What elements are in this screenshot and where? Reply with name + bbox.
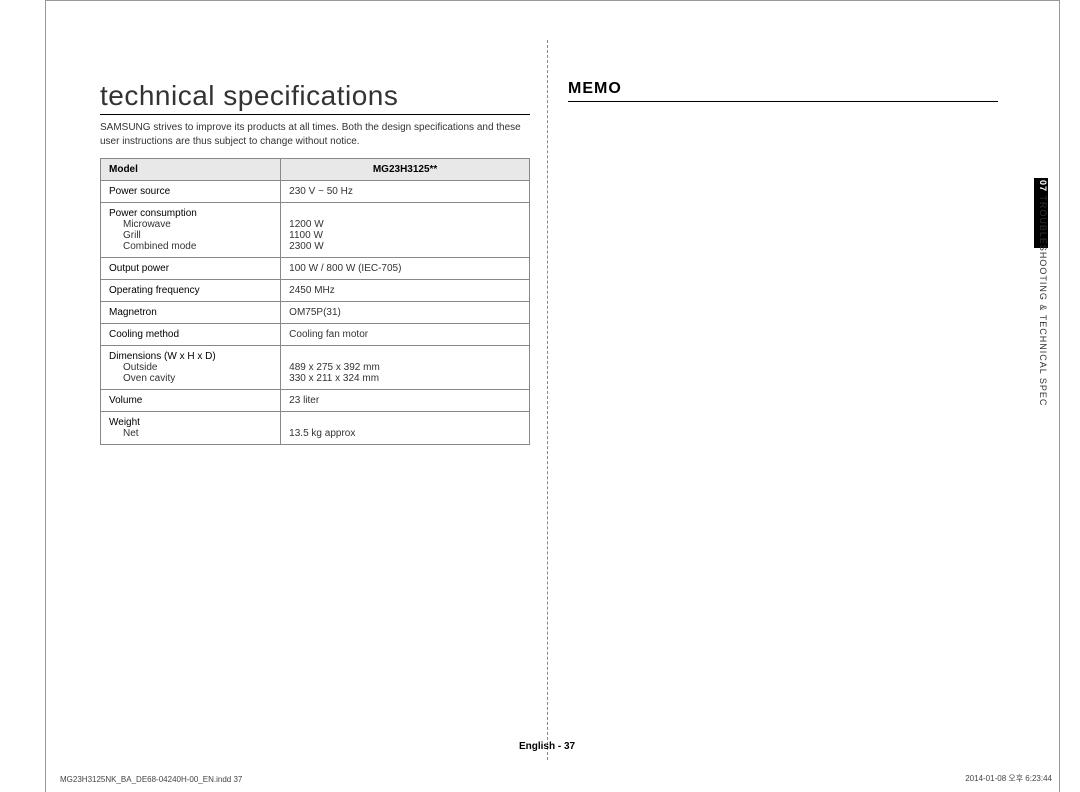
spec-label-cell: Cooling method — [101, 324, 281, 346]
spec-value-cell: 100 W / 800 W (IEC-705) — [281, 258, 530, 280]
footer-file: MG23H3125NK_BA_DE68-04240H-00_EN.indd 37 — [60, 775, 242, 784]
table-row: MagnetronOM75P(31) — [101, 302, 530, 324]
spec-value-cell: 13.5 kg approx — [281, 412, 530, 445]
table-row: Power source230 V ~ 50 Hz — [101, 181, 530, 203]
section-title: technical specifications — [100, 80, 530, 115]
right-page: MEMO — [568, 80, 998, 102]
spine-fold-line — [547, 40, 548, 760]
spec-value-cell: 230 V ~ 50 Hz — [281, 181, 530, 203]
table-row: Cooling methodCooling fan motor — [101, 324, 530, 346]
spec-value-cell: OM75P(31) — [281, 302, 530, 324]
spec-value-cell: 1200 W1100 W2300 W — [281, 203, 530, 258]
header-model-number: MG23H3125** — [281, 159, 530, 181]
header-model: Model — [101, 159, 281, 181]
spec-value-cell: 2450 MHz — [281, 280, 530, 302]
table-row: Volume23 liter — [101, 390, 530, 412]
intro-text: SAMSUNG strives to improve its products … — [100, 121, 530, 148]
spec-table: Model MG23H3125** Power source230 V ~ 50… — [100, 158, 530, 445]
spec-label-cell: Dimensions (W x H x D)OutsideOven cavity — [101, 346, 281, 390]
spec-label-cell: Volume — [101, 390, 281, 412]
spec-value-cell: Cooling fan motor — [281, 324, 530, 346]
side-tab-text: 07 TROUBLESHOOTING & TECHNICAL SPEC — [1034, 178, 1048, 478]
memo-heading: MEMO — [568, 80, 998, 102]
side-tab: 07 TROUBLESHOOTING & TECHNICAL SPEC — [1034, 178, 1048, 478]
table-row: Power consumptionMicrowaveGrillCombined … — [101, 203, 530, 258]
table-row: WeightNet13.5 kg approx — [101, 412, 530, 445]
footer-language: English - 37 — [519, 741, 575, 752]
spec-value-cell: 23 liter — [281, 390, 530, 412]
spec-value-cell: 489 x 275 x 392 mm330 x 211 x 324 mm — [281, 346, 530, 390]
table-row: Dimensions (W x H x D)OutsideOven cavity… — [101, 346, 530, 390]
side-tab-label: TROUBLESHOOTING & TECHNICAL SPEC — [1038, 192, 1048, 406]
spec-label-cell: Power consumptionMicrowaveGrillCombined … — [101, 203, 281, 258]
spec-label-cell: WeightNet — [101, 412, 281, 445]
table-row: Operating frequency2450 MHz — [101, 280, 530, 302]
side-tab-number: 07 — [1038, 180, 1048, 192]
spec-label-cell: Power source — [101, 181, 281, 203]
spec-label-cell: Magnetron — [101, 302, 281, 324]
footer-timestamp: 2014-01-08 오후 6:23:44 — [965, 773, 1052, 784]
left-page: technical specifications SAMSUNG strives… — [100, 80, 530, 445]
spec-label-cell: Operating frequency — [101, 280, 281, 302]
table-header-row: Model MG23H3125** — [101, 159, 530, 181]
spec-label-cell: Output power — [101, 258, 281, 280]
table-row: Output power100 W / 800 W (IEC-705) — [101, 258, 530, 280]
